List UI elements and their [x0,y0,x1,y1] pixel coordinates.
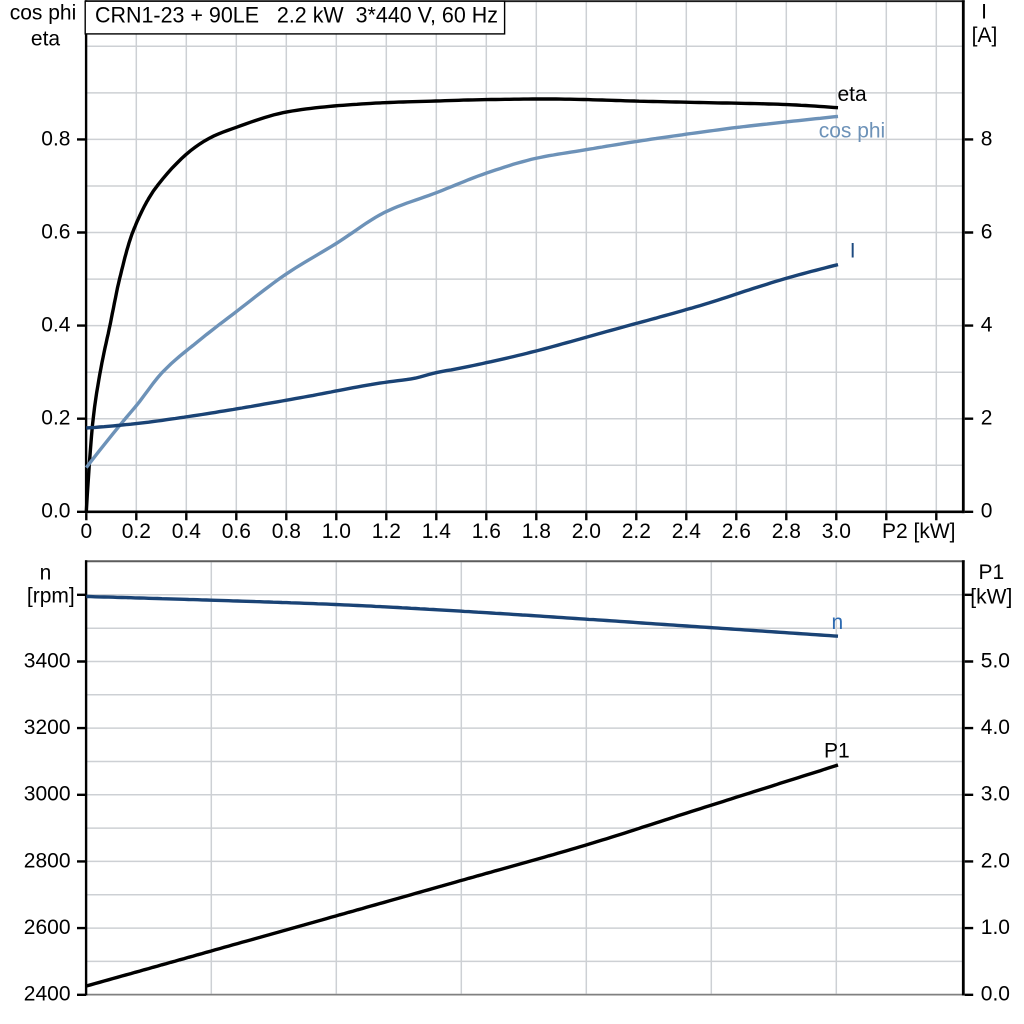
svg-text:0.6: 0.6 [41,220,70,243]
svg-text:1.2: 1.2 [372,520,401,543]
svg-text:P1: P1 [824,740,850,763]
svg-text:CRN1-23 + 90LE 2.2 kW 3*440: CRN1-23 + 90LE 2.2 kW 3*440 V, 60 Hz [95,3,498,28]
svg-text:0.4: 0.4 [41,314,71,337]
svg-text:2.0: 2.0 [981,849,1010,872]
svg-text:[A]: [A] [972,24,998,47]
svg-text:3.0: 3.0 [981,783,1010,806]
svg-text:2.2: 2.2 [622,520,651,543]
svg-text:eta: eta [31,27,61,50]
svg-text:I: I [981,0,987,23]
svg-text:[kW]: [kW] [970,585,1012,608]
svg-text:0.0: 0.0 [981,983,1010,1006]
svg-text:n: n [40,562,52,585]
svg-text:2800: 2800 [24,849,71,872]
svg-text:cos phi: cos phi [819,120,886,143]
svg-text:0.8: 0.8 [41,127,70,150]
svg-text:1.8: 1.8 [522,520,551,543]
svg-text:2.8: 2.8 [772,520,801,543]
svg-text:0.2: 0.2 [122,520,151,543]
svg-text:2600: 2600 [24,916,71,939]
svg-text:6: 6 [981,220,993,243]
svg-text:0: 0 [80,520,92,543]
svg-text:0: 0 [981,500,993,523]
svg-text:2400: 2400 [24,983,71,1006]
svg-text:2.4: 2.4 [672,520,702,543]
svg-text:1.4: 1.4 [422,520,452,543]
svg-text:P1: P1 [978,561,1004,584]
svg-text:I: I [850,240,856,263]
svg-text:8: 8 [981,127,993,150]
svg-text:cos phi: cos phi [10,2,77,25]
svg-text:2: 2 [981,407,993,430]
svg-text:0.8: 0.8 [272,520,301,543]
svg-text:5.0: 5.0 [981,649,1010,672]
svg-text:0.4: 0.4 [172,520,202,543]
svg-text:0.6: 0.6 [222,520,251,543]
svg-text:1.0: 1.0 [322,520,351,543]
svg-text:eta: eta [838,83,868,106]
svg-text:3400: 3400 [24,649,71,672]
svg-text:3.0: 3.0 [822,520,851,543]
svg-text:3000: 3000 [24,783,71,806]
svg-text:1.6: 1.6 [472,520,501,543]
svg-text:1.0: 1.0 [981,916,1010,939]
svg-text:0.2: 0.2 [41,407,70,430]
svg-text:n: n [832,611,844,634]
svg-text:2.6: 2.6 [722,520,751,543]
svg-text:2.0: 2.0 [572,520,601,543]
svg-text:4.0: 4.0 [981,716,1010,739]
svg-text:0.0: 0.0 [41,500,70,523]
svg-text:3200: 3200 [24,716,71,739]
svg-text:[rpm]: [rpm] [27,584,75,607]
svg-text:P2 [kW]: P2 [kW] [882,520,956,543]
svg-text:4: 4 [981,314,993,337]
